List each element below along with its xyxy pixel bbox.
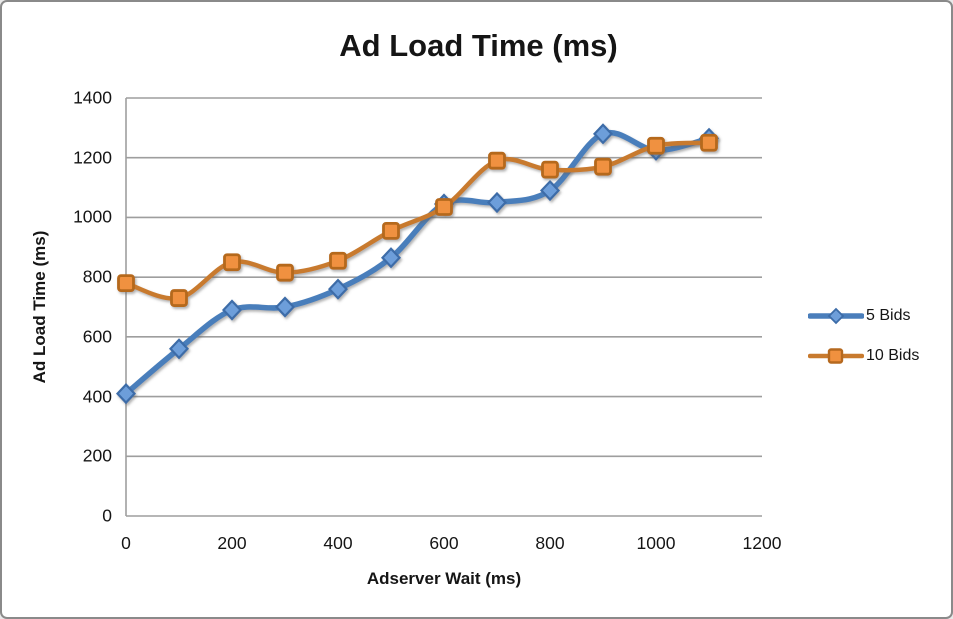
y-tick-label-1200: 1200 (73, 147, 112, 168)
y-tick-label-400: 400 (82, 386, 112, 407)
legend: 5 Bids 10 Bids (808, 307, 919, 387)
data-point-5-bids (168, 338, 190, 360)
legend-label-5-bids: 5 Bids (866, 307, 911, 324)
x-axis-title: Adserver Wait (ms) (366, 569, 522, 588)
x-tick-label-800: 800 (535, 533, 565, 553)
legend-marker-10-bids-icon (808, 348, 864, 364)
y-tick-label-1400: 1400 (73, 87, 112, 108)
y-tick-label-1000: 1000 (73, 206, 112, 227)
series-line-5-bids (123, 129, 712, 397)
y-tick-label-200: 200 (82, 445, 112, 466)
legend-marker-5-bids-icon (808, 307, 864, 325)
data-point-5-bids (539, 179, 561, 202)
data-point-10-bids (700, 133, 718, 152)
legend-label-10-bids: 10 Bids (866, 347, 920, 364)
x-tick-label-0: 0 (121, 533, 131, 553)
series-10-bids (117, 133, 718, 307)
data-point-5-bids (380, 247, 402, 269)
series-5-bids (115, 123, 720, 405)
chart-title: Ad Load Time (ms) (339, 28, 618, 63)
x-tick-label-200: 200 (217, 533, 247, 553)
data-point-10-bids (117, 274, 135, 293)
data-point-5-bids (115, 382, 137, 405)
data-point-10-bids (382, 221, 400, 240)
data-point-10-bids (488, 151, 506, 170)
x-tick-label-1200: 1200 (742, 533, 782, 553)
data-point-5-bids (327, 278, 349, 300)
x-tick-label-1000: 1000 (636, 533, 676, 553)
x-tick-label-600: 600 (429, 533, 459, 553)
data-point-5-bids (274, 296, 296, 318)
data-point-10-bids (541, 160, 559, 179)
series-line-10-bids (123, 140, 712, 301)
data-point-5-bids (592, 123, 614, 145)
legend-item-10-bids: 10 Bids (808, 347, 919, 365)
data-point-10-bids (435, 198, 453, 216)
y-tick-label-0: 0 (102, 505, 112, 526)
y-tick-label-600: 600 (82, 326, 112, 347)
data-point-10-bids (276, 263, 294, 282)
y-tick-label-800: 800 (82, 266, 112, 287)
x-tick-label-400: 400 (323, 533, 353, 553)
data-point-5-bids (221, 299, 243, 321)
legend-item-5-bids: 5 Bids (808, 307, 919, 325)
data-point-10-bids (223, 253, 241, 272)
data-point-5-bids (486, 191, 508, 214)
data-point-10-bids (170, 289, 188, 307)
data-point-10-bids (329, 251, 347, 270)
data-point-10-bids (647, 136, 665, 155)
data-point-10-bids (594, 157, 612, 176)
